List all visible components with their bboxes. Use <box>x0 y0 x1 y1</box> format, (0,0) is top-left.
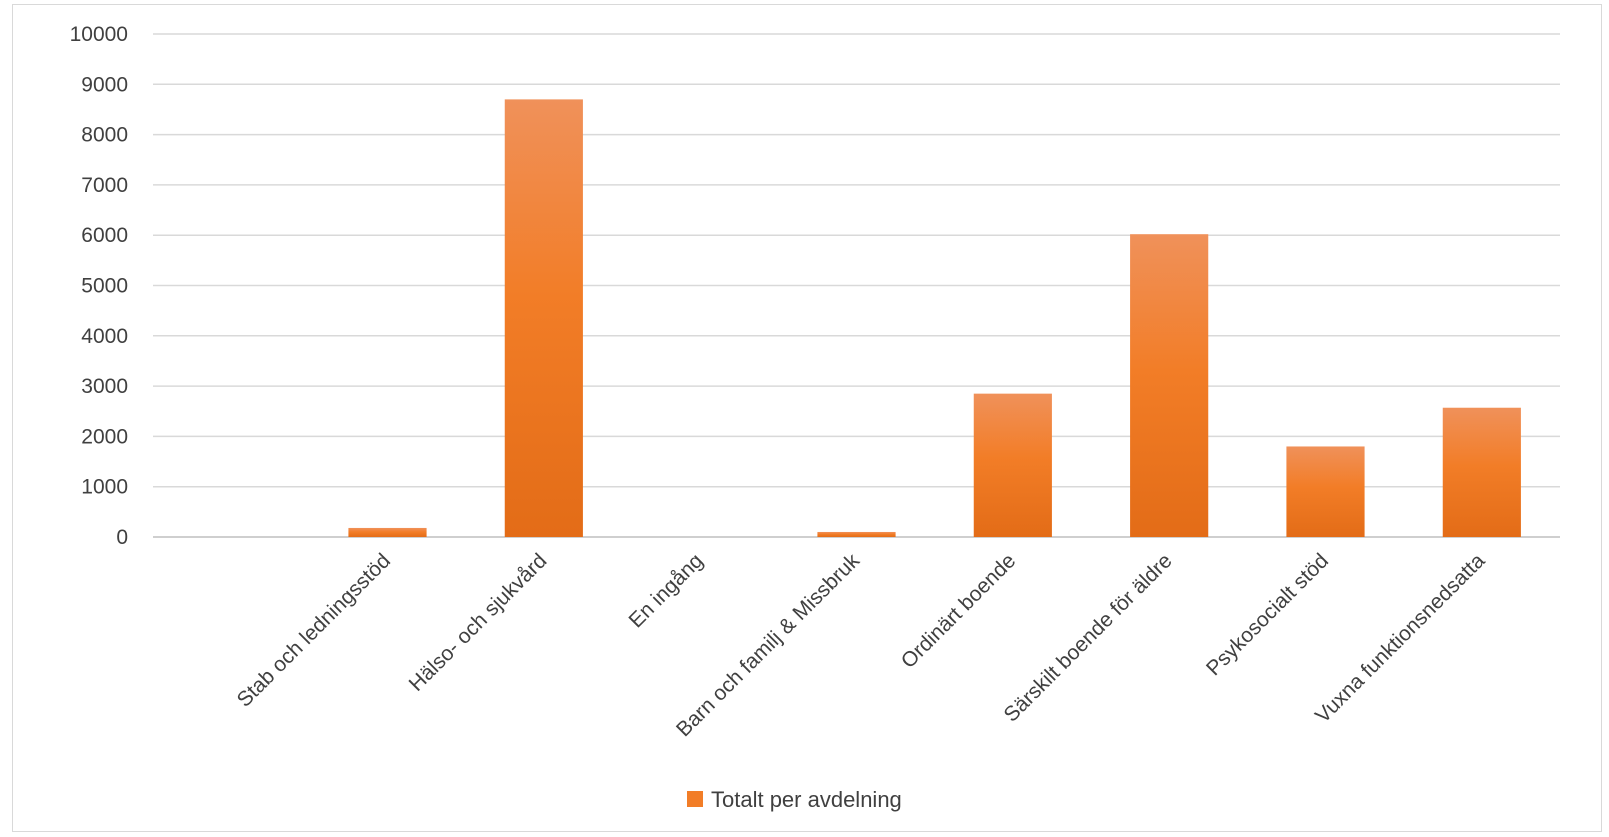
y-tick-label: 8000 <box>81 124 128 147</box>
x-category-label: Psykosocialt stöd <box>1202 549 1333 680</box>
legend-swatch <box>687 791 703 807</box>
legend: Totalt per avdelning <box>687 787 902 812</box>
y-tick-label: 1000 <box>81 476 128 499</box>
bar <box>1286 446 1365 537</box>
bar <box>504 99 583 537</box>
y-tick-label: 9000 <box>81 73 128 96</box>
y-tick-label: 5000 <box>81 275 128 298</box>
bar <box>973 393 1052 537</box>
y-tick-label: 7000 <box>81 174 128 197</box>
bar <box>817 531 896 537</box>
x-category-label: Stab och ledningsstöd <box>233 549 395 711</box>
y-axis-ticks: 0 1000 2000 3000 4000 5000 6000 7000 8000 9000 100… <box>70 23 128 549</box>
x-category-label: Barn och familj & Missbruk <box>672 549 864 741</box>
x-category-label: Hälso- och sjukvård <box>405 549 552 696</box>
x-category-label: Ordinärt boende <box>897 549 1021 673</box>
y-tick-label: 3000 <box>81 375 128 398</box>
y-tick-label: 4000 <box>81 325 128 348</box>
y-tick-label: 2000 <box>81 425 128 448</box>
bar <box>1130 234 1209 537</box>
bar <box>1442 407 1521 537</box>
x-category-label: Särskilt boende för äldre <box>999 549 1176 726</box>
x-category-label: Vuxna funktionsnedsatta <box>1311 549 1490 728</box>
x-category-label: En ingång <box>625 549 708 632</box>
legend-label: Totalt per avdelning <box>711 787 902 812</box>
x-axis-labels: Stab och ledningsstöd Hälso- och sjukvård… <box>233 549 1490 741</box>
bar <box>348 527 427 537</box>
chart-frame <box>12 4 1602 832</box>
y-tick-label: 0 <box>116 526 128 549</box>
y-tick-label: 10000 <box>70 23 128 46</box>
y-tick-label: 6000 <box>81 224 128 247</box>
bars <box>348 99 1521 537</box>
